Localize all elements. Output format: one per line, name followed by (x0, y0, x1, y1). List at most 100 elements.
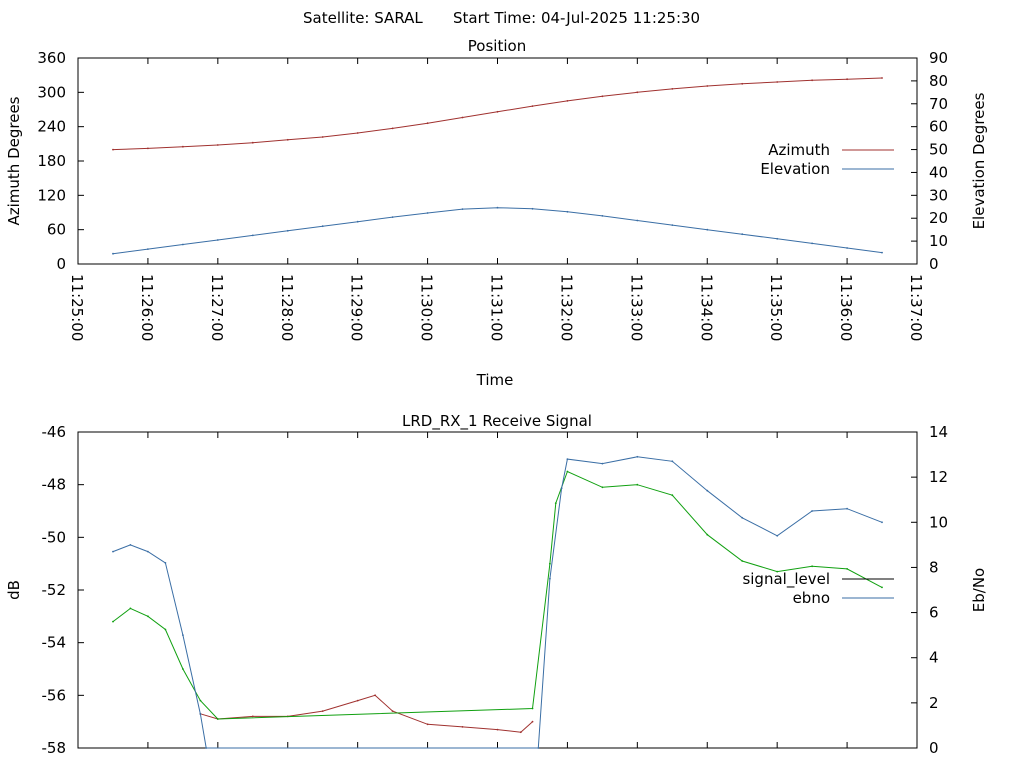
signal-data-point (112, 550, 114, 553)
position-data-point (216, 144, 219, 146)
signal-data-point (671, 494, 674, 497)
signal-data-point (537, 747, 540, 749)
position-data-point (671, 88, 674, 90)
position-y2-tick-label: 90 (929, 49, 948, 67)
signal-data-point (881, 586, 883, 589)
position-data-point (601, 215, 604, 217)
position-x-tick-label: 11:31:00 (488, 274, 506, 341)
position-x-tick-label: 11:30:00 (418, 274, 436, 341)
signal-data-point (554, 502, 557, 504)
signal-data-point (112, 620, 114, 623)
signal-y2-tick-label: 10 (929, 513, 948, 531)
position-data-point (881, 251, 883, 254)
position-x-tick-label: 11:34:00 (697, 274, 715, 341)
signal-data-point (426, 723, 429, 726)
header-satellite: Satellite: SARAL (303, 9, 423, 27)
position-data-point (147, 248, 149, 251)
signal-data-point (182, 668, 184, 670)
signal-data-point (776, 570, 779, 573)
signal-y2-tick-label: 0 (929, 739, 939, 757)
signal-y2-tick-label: 4 (929, 649, 939, 667)
position-data-point (531, 105, 534, 107)
signal-data-point (216, 718, 219, 720)
receive-signal-y2-axis-label: Eb/No (970, 568, 988, 612)
position-data-point (251, 141, 254, 144)
position-y2-tick-label: 0 (929, 255, 939, 273)
position-x-axis-label: Time (476, 371, 514, 389)
signal-y-tick-label: -52 (42, 581, 67, 599)
position-data-point (461, 116, 464, 119)
position-y2-tick-label: 40 (929, 163, 948, 181)
position-data-point (286, 229, 289, 232)
signal-data-point (374, 694, 376, 697)
position-y-tick-label: 240 (37, 118, 66, 136)
signal-data-point (706, 533, 709, 536)
position-data-point (496, 110, 499, 113)
position-y-tick-label: 360 (37, 49, 66, 67)
signal-data-point (531, 720, 534, 723)
position-y2-tick-label: 80 (929, 72, 948, 90)
signal-data-point (531, 707, 534, 710)
signal-data-point (129, 607, 132, 610)
position-data-point (811, 79, 813, 82)
signal-series-line-3 (112, 456, 883, 749)
signal-y-tick-label: -50 (42, 528, 67, 546)
position-data-point (671, 224, 674, 227)
signal-data-point (741, 516, 744, 519)
signal-data-point (811, 510, 813, 512)
signal-data-point (199, 713, 202, 715)
signal-data-point (881, 521, 883, 524)
signal-data-point (566, 458, 569, 460)
signal-legend-label: ebno (793, 589, 830, 607)
position-data-point (182, 243, 184, 246)
signal-data-point (671, 460, 674, 463)
position-chart-title: Position (468, 37, 526, 55)
position-data-point (706, 228, 709, 231)
signal-data-point (321, 710, 324, 712)
position-legend-label: Azimuth (768, 141, 830, 159)
signal-y2-tick-label: 12 (929, 468, 948, 486)
signal-series-line-2 (112, 470, 883, 720)
position-data-point (811, 242, 813, 245)
signal-data-point (636, 483, 639, 486)
signal-data-point (549, 577, 551, 580)
receive-signal-chart: LRD_RX_1 Receive Signal -58 -56 -54 -52 -50 -… (5, 412, 988, 757)
signal-data-point (519, 731, 522, 734)
signal-data-point (741, 560, 744, 562)
position-x-tick-label: 11:27:00 (208, 274, 226, 341)
signal-data-point (199, 699, 202, 702)
position-y-tick-label: 60 (47, 221, 66, 239)
signal-data-point (496, 728, 499, 731)
signal-y-tick-label: -58 (42, 739, 67, 757)
position-y2-tick-label: 70 (929, 95, 948, 113)
position-y2-tick-label: 60 (929, 118, 948, 136)
signal-data-point (846, 568, 848, 570)
position-series-line-1 (112, 207, 883, 255)
signal-data-point (706, 489, 709, 492)
position-data-point (391, 216, 394, 219)
signal-data-point (205, 747, 208, 749)
position-data-point (112, 252, 114, 255)
position-y2-tick-label: 30 (929, 186, 948, 204)
header-start-time: Start Time: 04-Jul-2025 11:25:30 (453, 9, 700, 27)
position-data-point (846, 247, 848, 249)
position-x-tick-label: 11:33:00 (627, 274, 645, 341)
signal-y2-tick-label: 6 (929, 604, 939, 622)
position-x-tick-label: 11:37:00 (907, 274, 925, 341)
position-data-point (321, 225, 324, 228)
position-data-point (426, 122, 429, 125)
position-x-tick-label: 11:29:00 (348, 274, 366, 341)
position-data-point (776, 237, 779, 240)
position-data-point (846, 78, 848, 81)
signal-data-point (164, 628, 167, 631)
position-data-point (112, 148, 114, 151)
signal-data-point (566, 470, 569, 473)
position-chart: Position 11:25:00 11:26:00 11:27:00 11:28:0… (5, 37, 988, 389)
signal-data-point (636, 455, 639, 458)
position-y2-axis-label: Elevation Degrees (970, 92, 988, 229)
signal-y2-tick-label: 8 (929, 558, 939, 576)
position-data-point (321, 136, 324, 138)
position-data-point (216, 239, 219, 241)
position-data-point (601, 95, 604, 98)
